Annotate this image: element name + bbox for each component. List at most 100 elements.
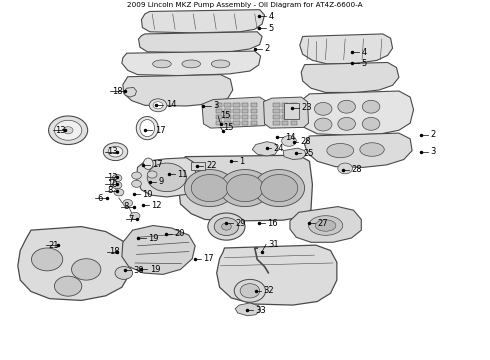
Circle shape: [254, 170, 305, 207]
Text: 2: 2: [431, 130, 436, 139]
Polygon shape: [124, 87, 137, 97]
Polygon shape: [290, 207, 361, 242]
Circle shape: [54, 276, 82, 296]
Bar: [291, 103, 297, 107]
Text: 32: 32: [264, 286, 274, 295]
Polygon shape: [18, 226, 132, 301]
Circle shape: [132, 180, 142, 187]
Circle shape: [191, 175, 228, 202]
Circle shape: [240, 284, 260, 298]
Polygon shape: [123, 75, 233, 106]
Text: 27: 27: [318, 219, 328, 228]
Text: 21: 21: [49, 240, 59, 249]
Polygon shape: [235, 303, 261, 316]
Ellipse shape: [211, 60, 230, 68]
Polygon shape: [298, 91, 414, 135]
Text: 18: 18: [112, 86, 122, 95]
Ellipse shape: [140, 120, 155, 137]
Bar: [282, 121, 289, 125]
Text: 1: 1: [239, 157, 245, 166]
Circle shape: [214, 218, 239, 235]
Bar: [282, 115, 289, 119]
Text: 29: 29: [235, 219, 245, 228]
Bar: [242, 121, 248, 125]
Circle shape: [338, 163, 352, 174]
Text: 12: 12: [151, 201, 162, 210]
Text: 6: 6: [98, 194, 103, 203]
Circle shape: [184, 170, 235, 207]
Text: 4: 4: [361, 48, 367, 57]
Polygon shape: [252, 142, 278, 156]
Circle shape: [147, 163, 186, 192]
Text: 30: 30: [134, 266, 144, 275]
Circle shape: [338, 117, 355, 130]
Bar: [251, 121, 257, 125]
Circle shape: [112, 175, 122, 182]
Text: 13: 13: [55, 126, 66, 135]
Text: 18: 18: [109, 247, 120, 256]
Ellipse shape: [360, 143, 384, 156]
Text: 15: 15: [223, 123, 234, 132]
Bar: [233, 121, 240, 125]
Bar: [273, 121, 280, 125]
Text: 10: 10: [107, 180, 118, 189]
Text: 12: 12: [107, 173, 118, 182]
Bar: [242, 115, 248, 119]
Circle shape: [112, 182, 122, 189]
Text: 25: 25: [304, 149, 314, 158]
Circle shape: [221, 223, 231, 230]
Text: 28: 28: [351, 165, 362, 174]
Circle shape: [315, 103, 332, 115]
Bar: [273, 115, 280, 119]
Circle shape: [103, 143, 128, 161]
Text: 5: 5: [361, 59, 367, 68]
Text: 8: 8: [124, 202, 129, 211]
Circle shape: [108, 146, 123, 157]
Ellipse shape: [182, 60, 200, 68]
Bar: [216, 103, 222, 107]
Text: 3: 3: [213, 102, 219, 111]
Text: 2009 Lincoln MKZ Pump Assembly - Oil Diagram for AT4Z-6600-A: 2009 Lincoln MKZ Pump Assembly - Oil Dia…: [127, 2, 363, 8]
Circle shape: [149, 99, 167, 112]
Polygon shape: [137, 158, 196, 197]
Text: 9: 9: [158, 177, 163, 186]
Ellipse shape: [316, 220, 336, 231]
Ellipse shape: [153, 60, 171, 68]
Bar: [224, 103, 231, 107]
Text: 17: 17: [203, 254, 214, 263]
Bar: [233, 109, 240, 113]
Circle shape: [315, 118, 332, 131]
Text: 23: 23: [302, 103, 312, 112]
Bar: [291, 115, 297, 119]
Polygon shape: [305, 133, 412, 167]
Bar: [282, 109, 289, 113]
Text: 13: 13: [107, 147, 118, 156]
Text: 8: 8: [107, 186, 113, 195]
Text: 24: 24: [273, 144, 284, 153]
Polygon shape: [300, 34, 392, 64]
Circle shape: [31, 248, 63, 271]
Circle shape: [130, 212, 140, 220]
Text: 19: 19: [148, 234, 159, 243]
Bar: [233, 103, 240, 107]
Text: 17: 17: [152, 160, 163, 169]
Circle shape: [114, 189, 124, 196]
Text: 15: 15: [220, 112, 231, 121]
Text: 14: 14: [166, 100, 176, 109]
Circle shape: [362, 100, 380, 113]
Circle shape: [115, 266, 133, 279]
Circle shape: [153, 102, 163, 109]
Polygon shape: [177, 155, 313, 221]
Bar: [224, 115, 231, 119]
Text: 31: 31: [269, 240, 279, 249]
Circle shape: [123, 199, 133, 207]
Circle shape: [261, 175, 298, 202]
Text: 19: 19: [150, 265, 160, 274]
Polygon shape: [283, 148, 306, 159]
Polygon shape: [202, 97, 269, 128]
Text: 4: 4: [269, 12, 274, 21]
Text: 22: 22: [206, 161, 217, 170]
Text: 7: 7: [129, 215, 134, 224]
Circle shape: [208, 213, 245, 240]
Polygon shape: [122, 225, 195, 274]
